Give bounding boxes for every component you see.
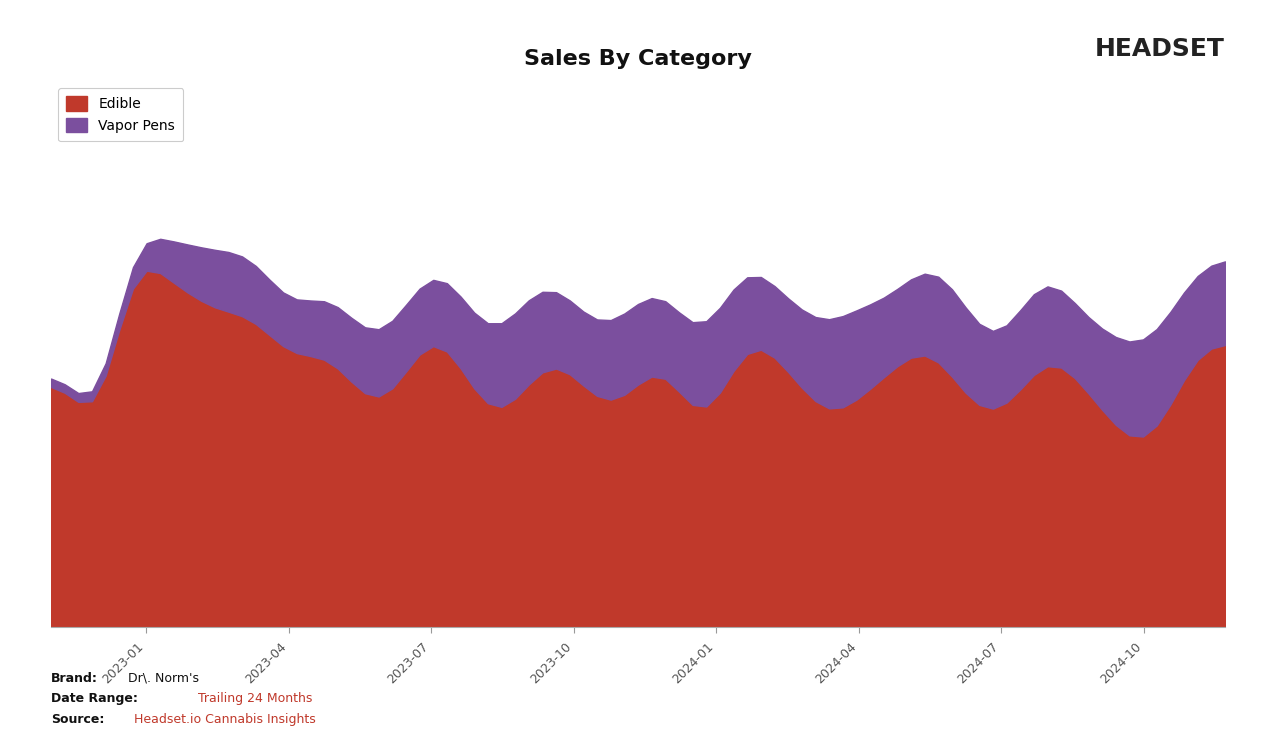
Text: Source:: Source: — [51, 713, 105, 726]
Text: Dr\. Norm's: Dr\. Norm's — [128, 672, 199, 685]
Text: Trailing 24 Months: Trailing 24 Months — [198, 692, 313, 706]
Text: Date Range:: Date Range: — [51, 692, 138, 706]
Text: Headset.io Cannabis Insights: Headset.io Cannabis Insights — [134, 713, 315, 726]
Text: Brand:: Brand: — [51, 672, 98, 685]
Legend: Edible, Vapor Pens: Edible, Vapor Pens — [57, 88, 184, 142]
Text: HEADSET: HEADSET — [1095, 37, 1225, 61]
Title: Sales By Category: Sales By Category — [524, 49, 752, 69]
